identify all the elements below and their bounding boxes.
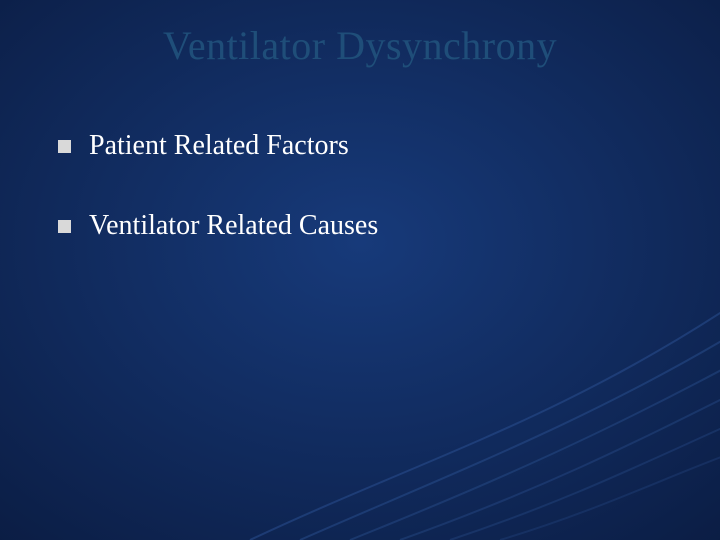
list-item: Ventilator Related Causes — [58, 210, 378, 242]
list-item: Patient Related Factors — [58, 130, 378, 162]
bullet-text: Ventilator Related Causes — [89, 210, 378, 242]
bullet-text: Patient Related Factors — [89, 130, 349, 162]
bullet-square-icon — [58, 220, 71, 233]
bullet-square-icon — [58, 140, 71, 153]
bullet-list: Patient Related Factors Ventilator Relat… — [58, 130, 378, 290]
slide-title: Ventilator Dysynchrony — [0, 22, 720, 69]
slide: Ventilator Dysynchrony Patient Related F… — [0, 0, 720, 540]
